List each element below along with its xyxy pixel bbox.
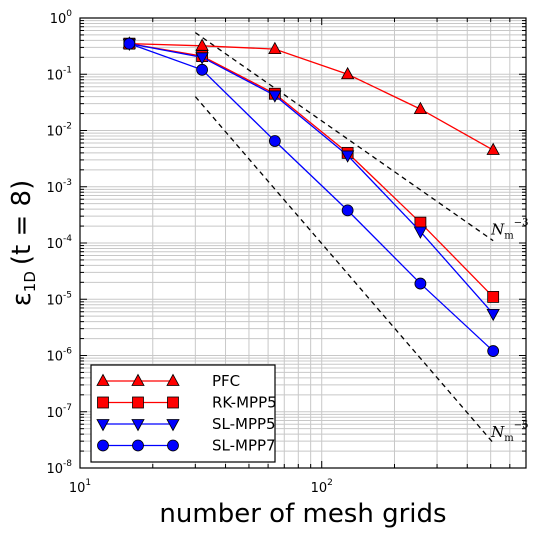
data-point: [268, 135, 281, 147]
data-point: [413, 226, 428, 239]
y-tick-label: 10-8: [46, 459, 72, 477]
data-point: [413, 101, 428, 115]
x-axis-label: number of mesh grids: [159, 499, 446, 529]
series-line: [129, 43, 494, 315]
reference-line-1: [194, 32, 494, 242]
x-tick-label: 102: [311, 478, 333, 496]
y-tick-label: 10-3: [46, 178, 72, 196]
series-sl-mpp7: [123, 37, 500, 357]
legend-label: SL-MPP7: [212, 437, 276, 455]
legend-entry: SL-MPP5: [96, 415, 276, 433]
reference-lines: Nm−3 Nm−5: [194, 32, 529, 444]
data-point: [195, 52, 209, 65]
series-line: [129, 43, 494, 298]
data-point: [486, 308, 500, 322]
series-line: [129, 43, 494, 352]
series-sl-mpp5: [122, 38, 500, 322]
data-point: [268, 41, 282, 54]
axis-ticks: [79, 17, 527, 469]
data-point: [196, 63, 209, 76]
y-axis-subscript: 1D: [21, 271, 39, 292]
legend-marker: [166, 419, 180, 432]
y-tick-label: 10-1: [46, 65, 72, 83]
y-tick-label: 10-2: [46, 122, 72, 140]
y-axis-symbol: ε: [7, 292, 37, 306]
data-point: [414, 216, 427, 229]
y-tick-label: 10-6: [46, 347, 72, 365]
legend-label: SL-MPP5: [212, 415, 276, 433]
legend-marker: [167, 439, 179, 452]
legend-marker: [132, 439, 144, 452]
legend-marker: [166, 373, 180, 386]
data-point: [487, 291, 500, 303]
legend-marker: [97, 439, 109, 452]
legend-marker: [132, 396, 144, 409]
legend-entry: RK-MPP5: [97, 394, 277, 412]
legend-label: PFC: [212, 372, 240, 390]
data-series: [122, 36, 500, 357]
grid-lines: [79, 17, 527, 469]
data-point: [487, 345, 500, 357]
y-tick-labels: 100 10-1 10-2 10-3 10-4 10-5 10-6 10-7 10-8: [46, 9, 72, 477]
legend-marker: [131, 373, 145, 386]
legend-label: RK-MPP5: [212, 394, 277, 412]
y-tick-label: 100: [50, 9, 73, 27]
data-point: [340, 66, 355, 80]
legend-marker: [96, 373, 110, 386]
legend-entry: SL-MPP7: [97, 437, 276, 455]
legend: PFC RK-MPP5 SL-MPP5 SL-MPP7: [90, 364, 277, 463]
legend-marker: [131, 419, 145, 432]
data-point: [414, 277, 427, 290]
legend-entry: PFC: [96, 372, 240, 390]
series-line: [129, 42, 494, 151]
legend-marker: [97, 396, 109, 409]
legend-marker: [96, 419, 110, 432]
x-tick-labels: 101 102: [69, 478, 333, 496]
reference-line-2: [194, 96, 494, 444]
data-point: [340, 150, 355, 163]
series-pfc: [122, 36, 500, 155]
y-tick-label: 10-5: [46, 290, 72, 308]
reference-line-label: Nm−5: [490, 420, 528, 444]
data-point: [341, 204, 354, 217]
x-tick-label: 101: [69, 478, 91, 496]
y-axis-label: ε1D (t = 8): [7, 180, 39, 307]
y-tick-label: 10-7: [46, 403, 72, 421]
data-point: [486, 142, 500, 155]
data-point: [268, 90, 282, 103]
y-tick-label: 10-4: [46, 234, 72, 252]
legend-marker: [167, 396, 179, 409]
y-axis-suffix: (t = 8): [7, 180, 37, 265]
data-point: [123, 37, 136, 50]
reference-line-label: Nm−3: [490, 218, 528, 242]
